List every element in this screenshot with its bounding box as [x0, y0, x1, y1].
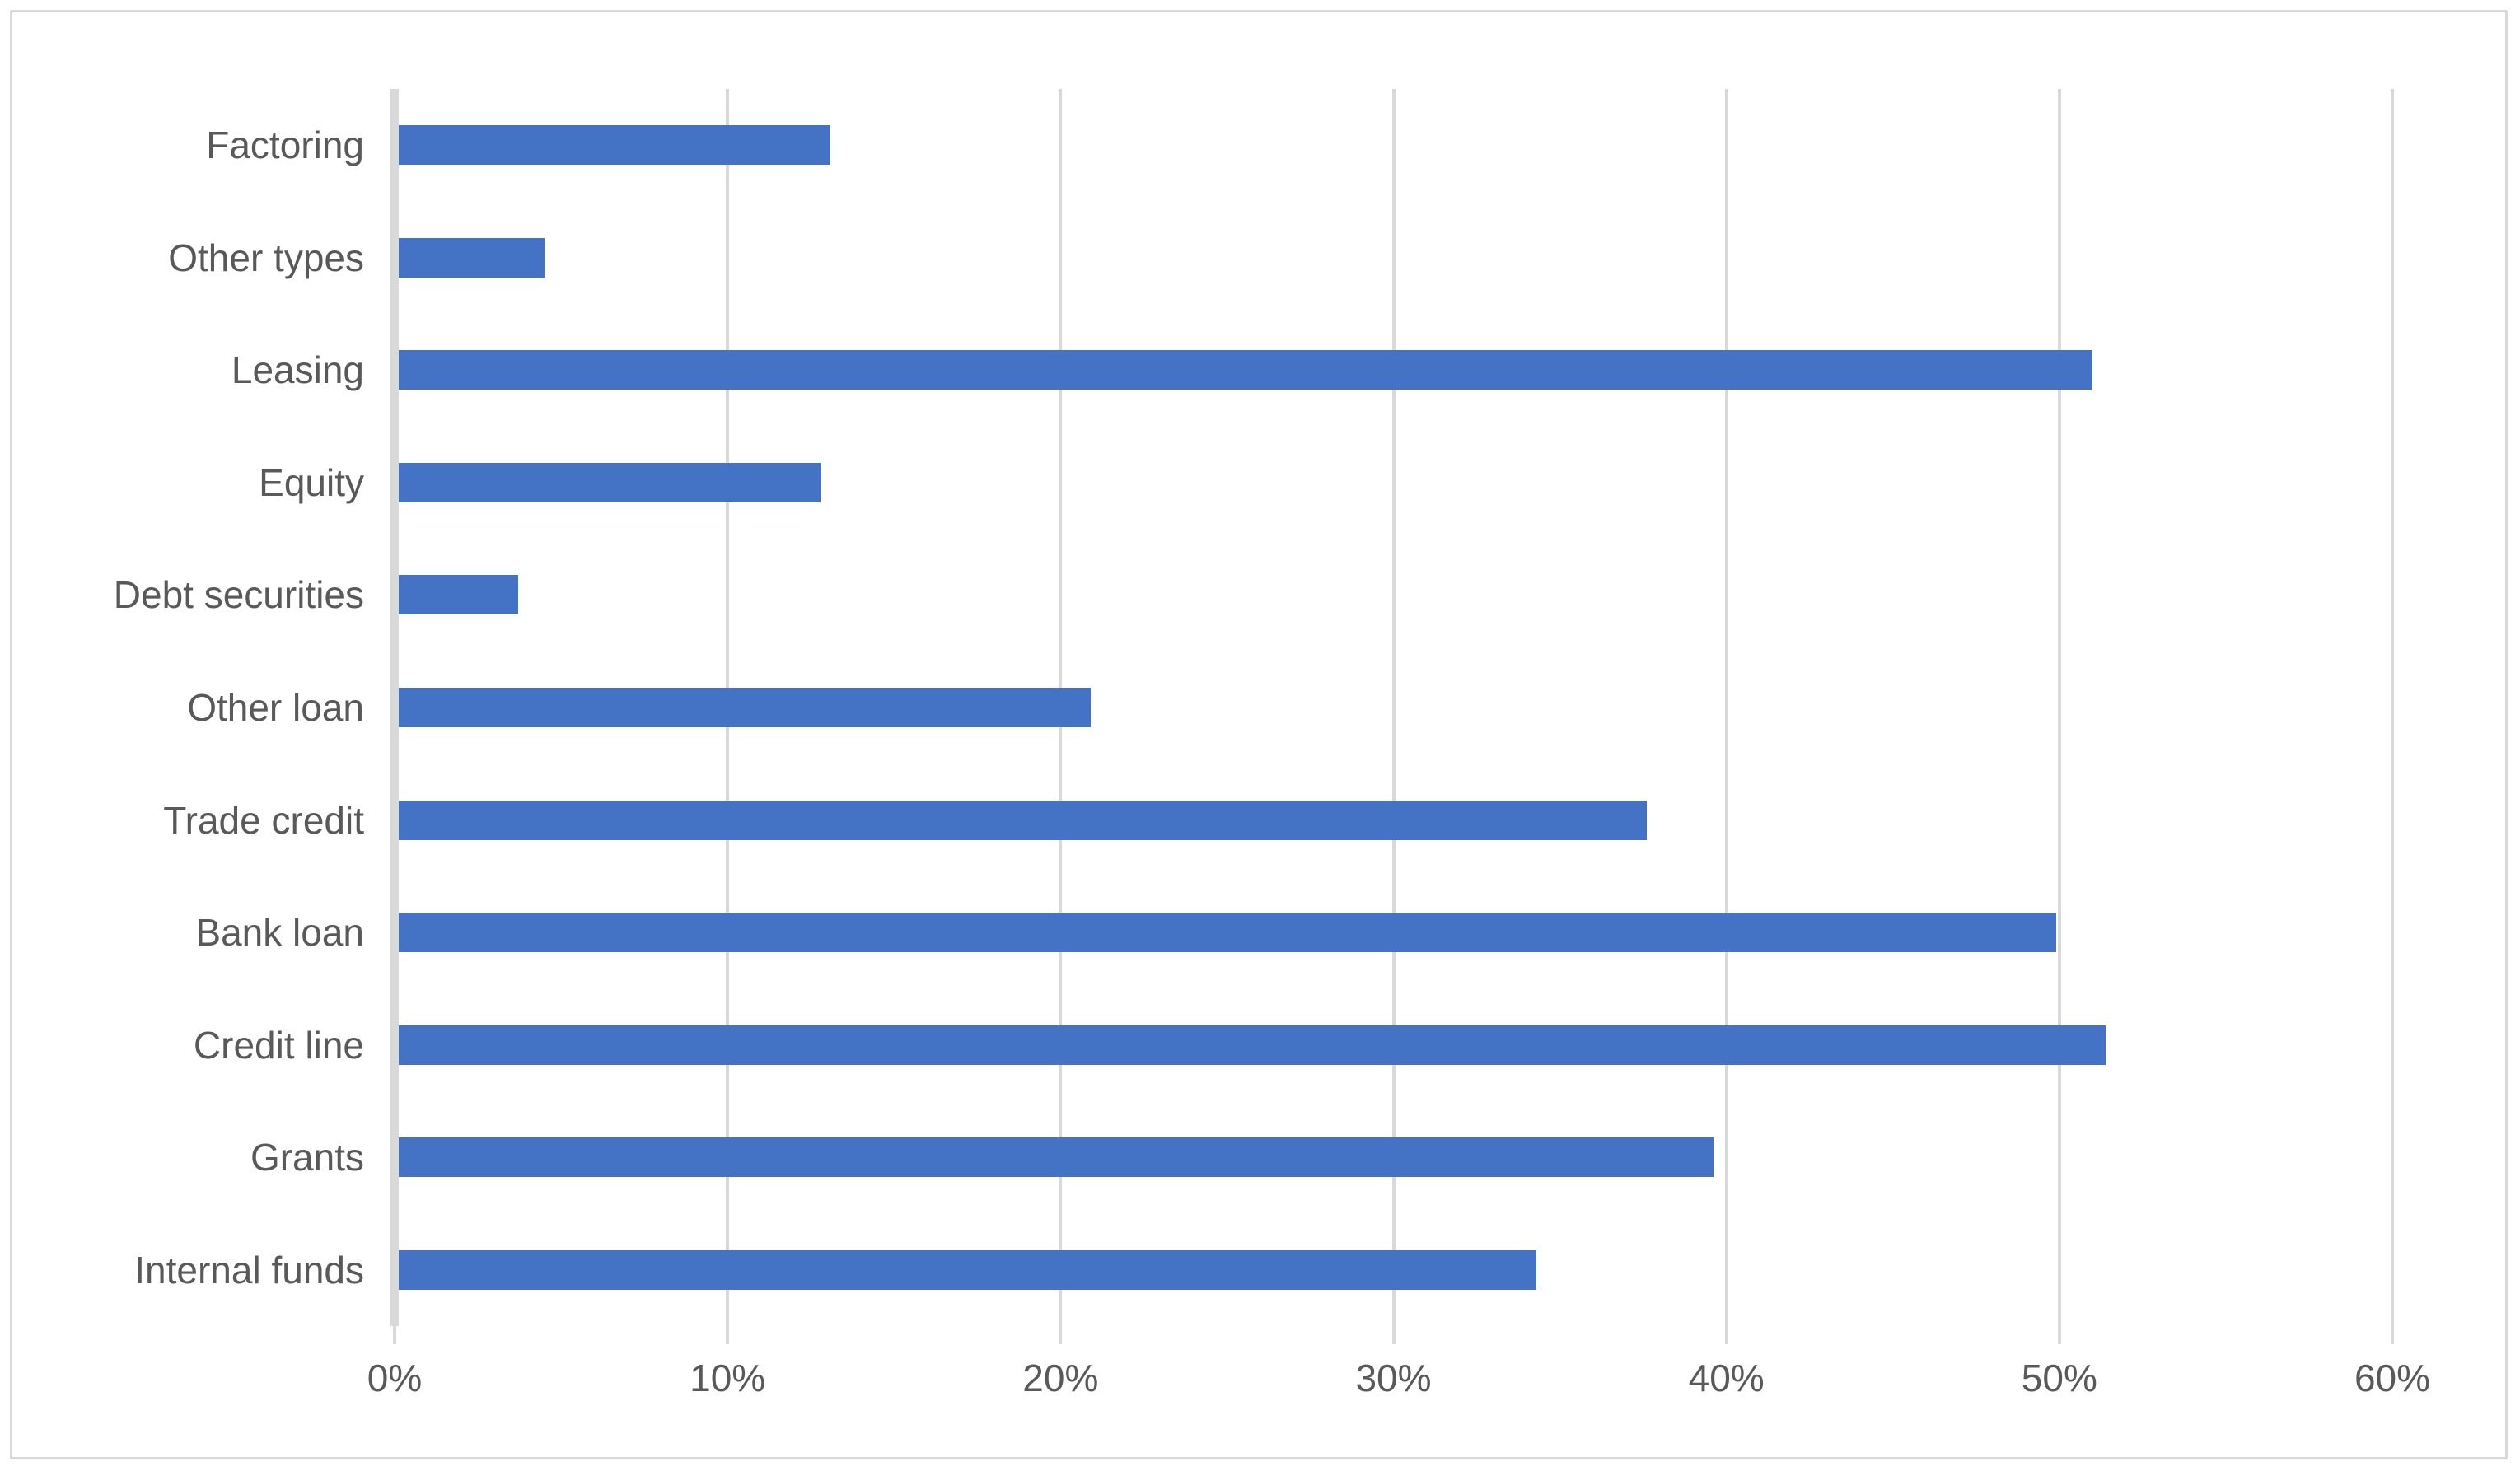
x-axis-tick-label: 10% [690, 1357, 766, 1399]
category-label-equity: Equity [259, 460, 364, 504]
x-axis-tick-label: 50% [2021, 1357, 2097, 1399]
bar-debt-securities [399, 575, 518, 615]
x-gridline [2391, 89, 2394, 1326]
x-axis-tick [1391, 1326, 1396, 1344]
category-label-leasing: Leasing [231, 348, 364, 392]
x-axis-tick-label: 20% [1022, 1357, 1099, 1399]
x-axis-tick-label: 60% [2354, 1357, 2431, 1399]
bar-grants [399, 1137, 1714, 1178]
category-label-credit-line: Credit line [193, 1023, 364, 1067]
bar-internal-funds [399, 1249, 1537, 1290]
x-axis-tick [393, 1326, 396, 1344]
x-gridline [1724, 89, 1728, 1326]
bar-equity [399, 462, 821, 502]
category-label-other-loan: Other loan [187, 686, 364, 729]
bar-other-loan [399, 688, 1091, 727]
category-label-debt-securities: Debt securities [113, 573, 364, 617]
x-axis-tick [2057, 1326, 2061, 1344]
category-label-grants: Grants [250, 1136, 364, 1179]
x-axis-tick [2391, 1326, 2394, 1344]
category-label-trade-credit: Trade credit [163, 798, 364, 842]
bar-bank-loan [399, 913, 2056, 953]
y-axis-line [390, 89, 399, 1326]
x-axis-tick [1059, 1326, 1063, 1344]
x-axis-tick [1724, 1326, 1728, 1344]
x-gridline [1391, 89, 1396, 1326]
bar-trade-credit [399, 800, 1647, 840]
bar-other-types [399, 237, 545, 278]
x-axis-tick-label: 30% [1355, 1357, 1432, 1399]
bar-leasing [399, 350, 2093, 390]
category-label-bank-loan: Bank loan [195, 911, 364, 955]
x-axis-tick-label: 0% [367, 1357, 423, 1399]
chart-frame [10, 10, 2508, 1459]
x-gridline [2057, 89, 2061, 1326]
category-label-factoring: Factoring [206, 124, 364, 167]
category-label-internal-funds: Internal funds [134, 1248, 364, 1291]
x-axis-tick [726, 1326, 730, 1344]
bar-factoring [399, 125, 831, 166]
bar-credit-line [399, 1025, 2106, 1065]
category-label-other-types: Other types [168, 236, 364, 279]
x-axis-tick-label: 40% [1688, 1357, 1765, 1399]
